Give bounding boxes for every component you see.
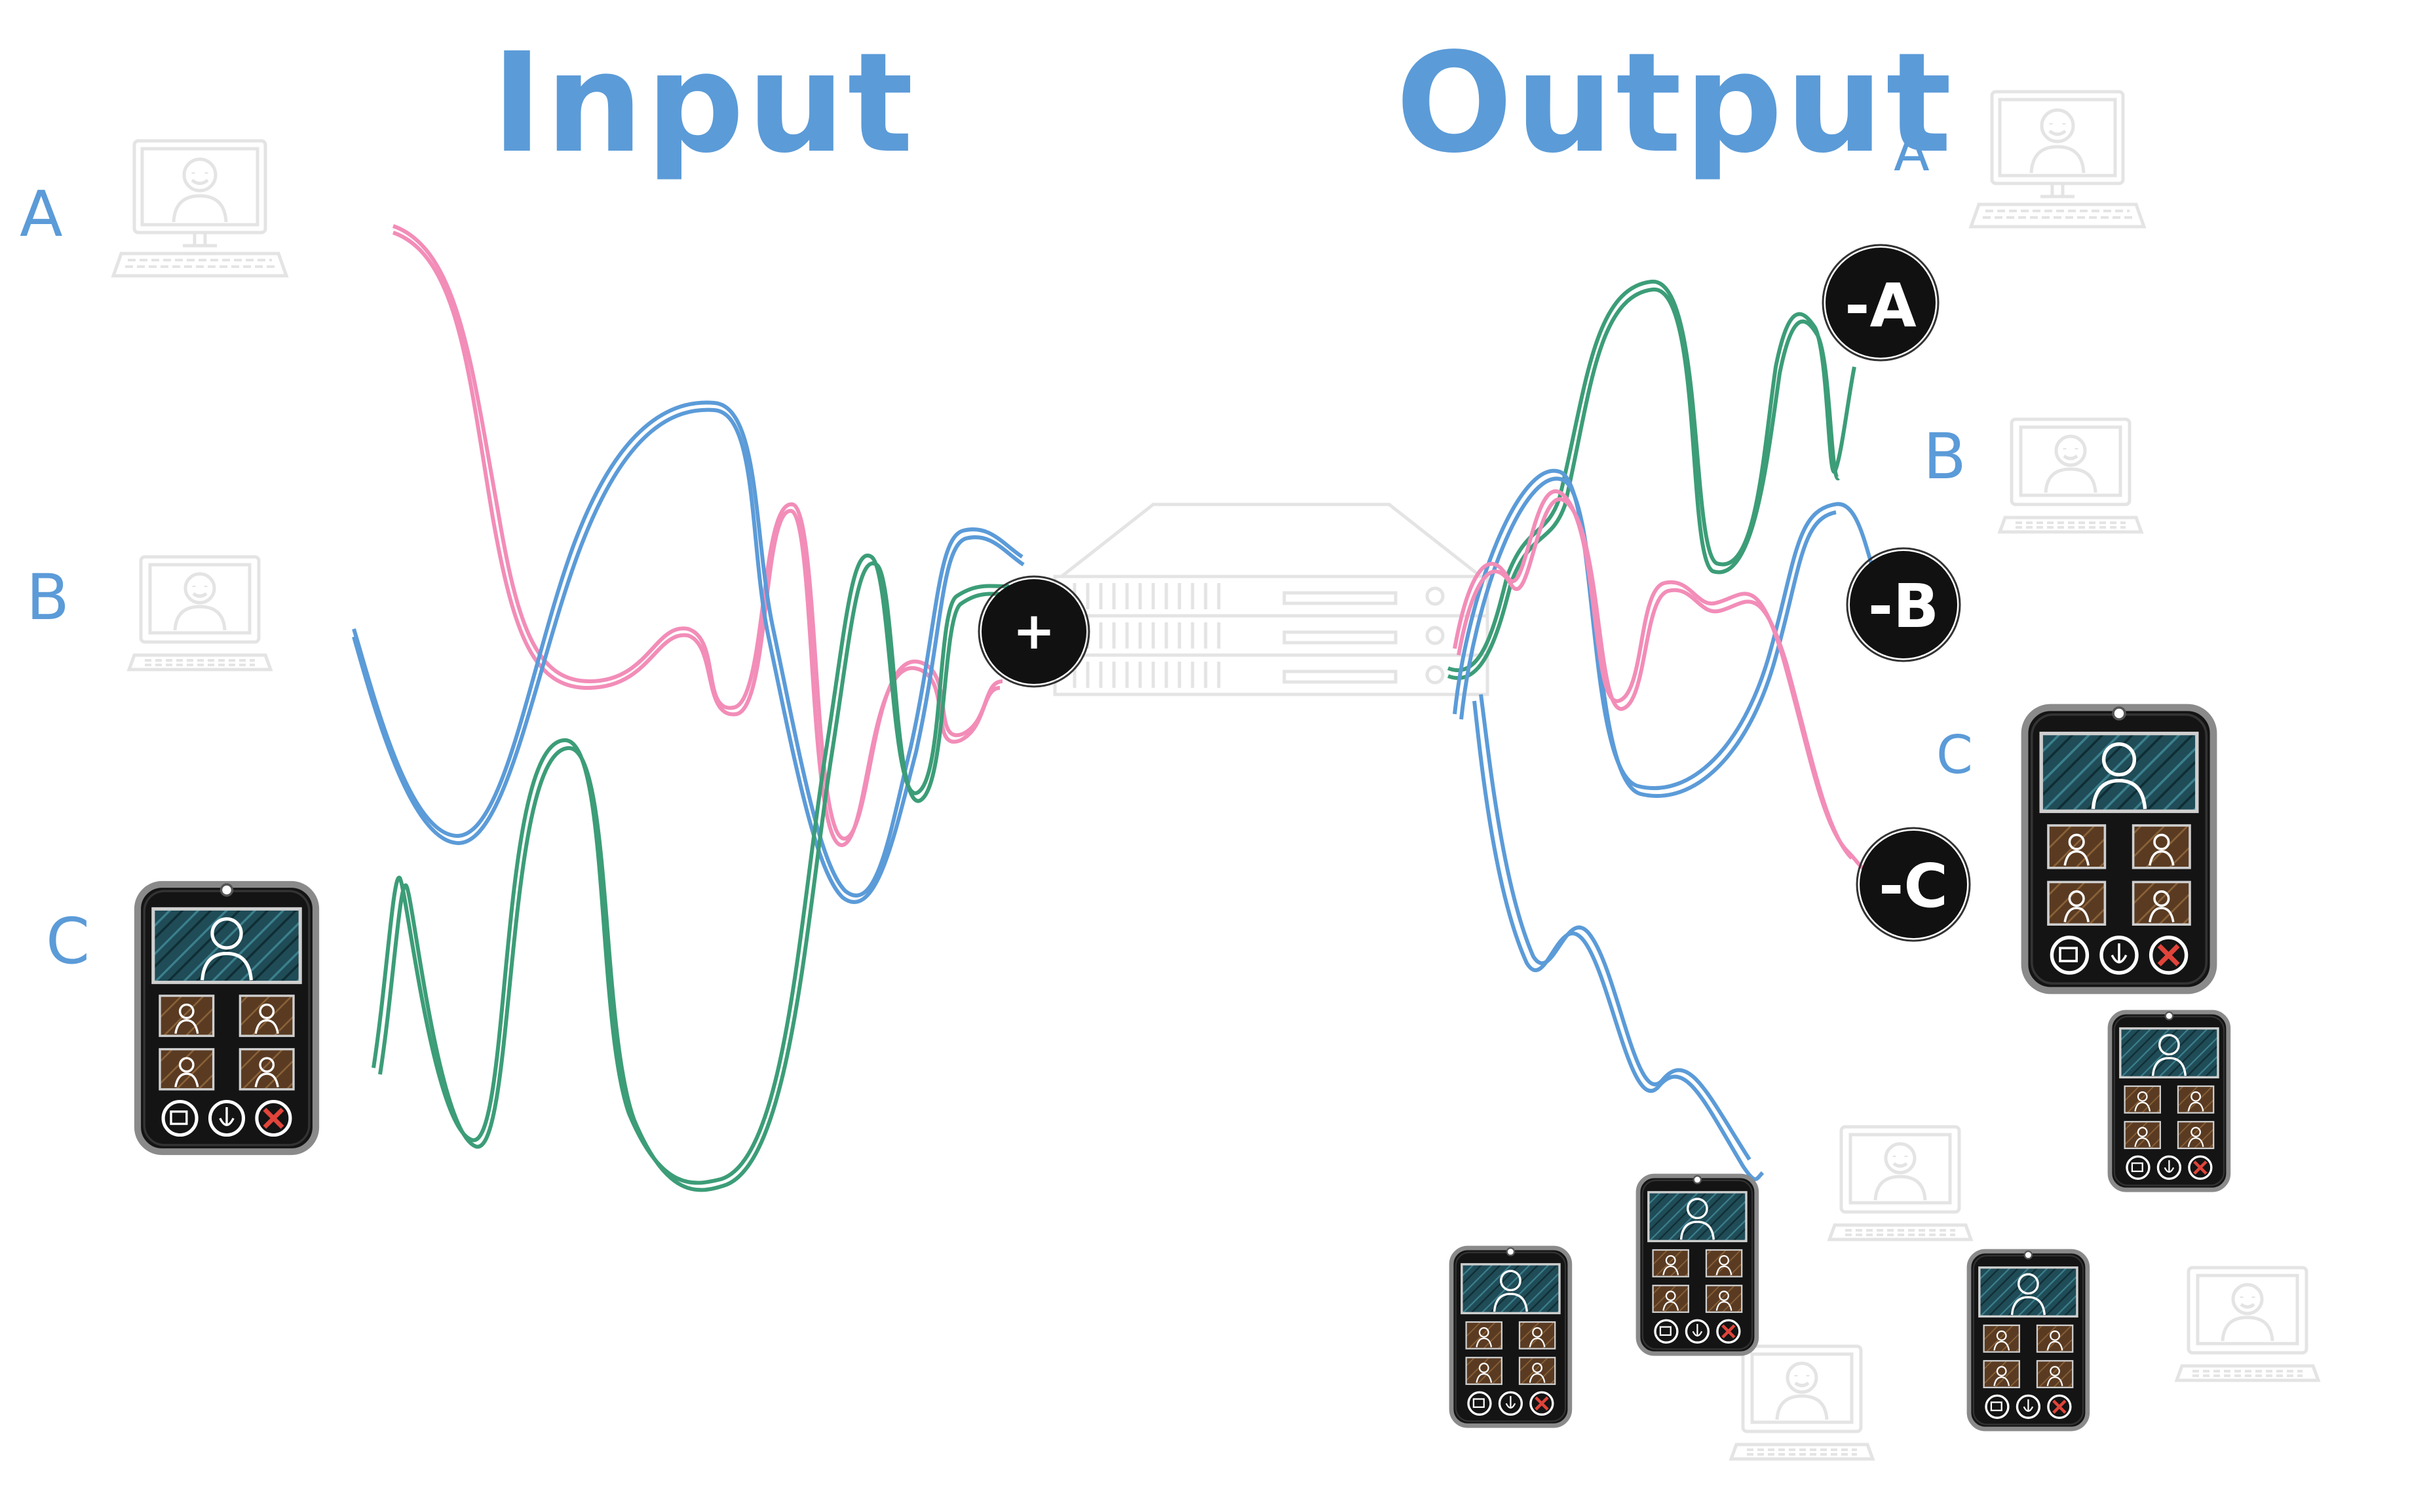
participant-c-phone-icon xyxy=(138,884,316,1152)
minus-a-node: -A xyxy=(1822,244,1940,362)
output-label-c: C xyxy=(1936,725,1973,785)
crowd-phone-icon xyxy=(1638,1176,1757,1353)
output-c-phone-icon xyxy=(2025,708,2213,991)
input-waveforms xyxy=(352,224,1025,1192)
output-label-a: A xyxy=(1894,122,1930,183)
minus-a-label: -A xyxy=(1845,271,1916,341)
participant-b-laptop-icon xyxy=(129,557,271,670)
minus-c-label: -C xyxy=(1879,851,1948,921)
mixer-node-label: + xyxy=(1012,602,1055,661)
crowd-phone-icon xyxy=(1451,1248,1570,1426)
output-a-desktop-icon xyxy=(1971,92,2144,227)
output-b-laptop-icon xyxy=(2000,419,2141,532)
participant-a-desktop-icon xyxy=(113,141,286,276)
crowd-phone-icon xyxy=(2110,1012,2228,1190)
minus-c-node: -C xyxy=(1856,827,1971,942)
minus-b-node: -B xyxy=(1846,547,1961,662)
crowd-laptop-icon xyxy=(1829,1127,1971,1239)
crowd-phone-icon xyxy=(1969,1251,2088,1429)
output-title: Output xyxy=(1396,23,1955,183)
input-title: Input xyxy=(491,23,916,183)
crowd-laptop-icon xyxy=(1731,1346,1873,1459)
input-label-a: A xyxy=(20,178,63,251)
crowd-laptop-icon xyxy=(2177,1268,2318,1380)
mixer-node-icon: + xyxy=(978,575,1090,688)
input-label-b: B xyxy=(26,561,69,634)
server-rack-icon xyxy=(1053,502,1489,696)
output-label-b: B xyxy=(1923,420,1966,493)
minus-b-label: -B xyxy=(1868,571,1939,641)
input-label-c: C xyxy=(46,905,90,978)
output-waveforms xyxy=(1447,279,1883,1181)
